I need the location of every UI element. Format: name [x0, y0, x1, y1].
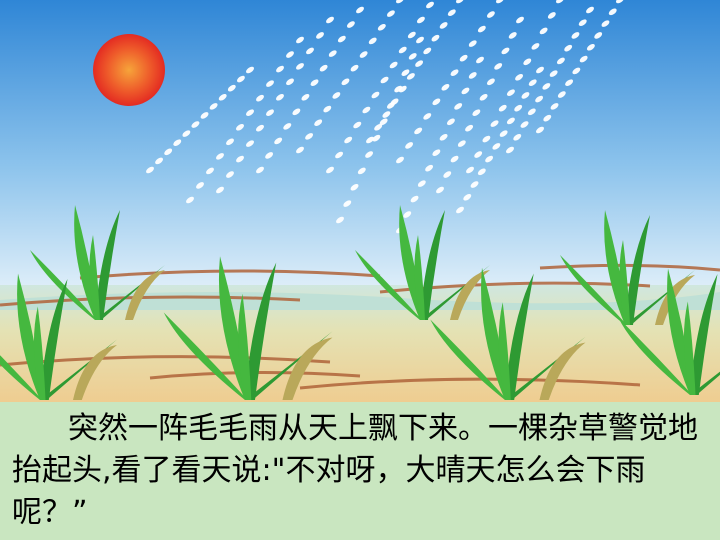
grass-tuft [355, 205, 490, 320]
grass-tuft [0, 273, 117, 400]
grass-tuft [560, 210, 695, 325]
grass-tufts [0, 205, 720, 400]
rain-drops [146, 0, 624, 234]
grass-tuft [163, 256, 333, 400]
story-caption: 突然一阵毛毛雨从天上飘下来。一棵杂草警觉地抬起头,看了看天说:"不对呀，大晴天怎… [12, 411, 698, 530]
grass-tuft [30, 205, 165, 320]
grass-tuft [430, 267, 586, 400]
grass-tuft [618, 268, 720, 395]
sun-icon [93, 34, 165, 106]
caption-panel: 突然一阵毛毛雨从天上飘下来。一棵杂草警觉地抬起头,看了看天说:"不对呀，大晴天怎… [0, 402, 720, 540]
